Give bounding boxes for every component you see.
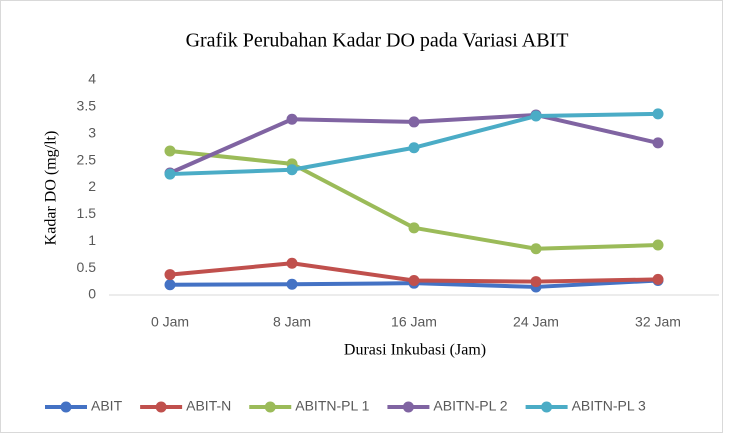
x-tick-label: 0 Jam: [151, 314, 189, 330]
y-tick-label: 3.5: [77, 98, 97, 114]
data-point: [408, 142, 420, 154]
data-point: [286, 257, 298, 269]
legend-label: ABITN-PL 2: [433, 398, 507, 414]
x-tick-label: 16 Jam: [391, 314, 437, 330]
x-tick-label: 8 Jam: [273, 314, 311, 330]
y-tick-label: 0: [88, 286, 96, 302]
y-tick-label: 3: [88, 124, 96, 140]
data-point: [164, 145, 176, 157]
y-tick-label: 0.5: [77, 259, 97, 275]
data-point: [286, 278, 298, 290]
legend-marker: [402, 401, 414, 413]
data-point: [286, 164, 298, 176]
data-point: [164, 279, 176, 291]
data-point: [530, 110, 542, 122]
data-point: [652, 108, 664, 120]
data-point: [408, 222, 420, 234]
x-tick-label: 32 Jam: [635, 314, 681, 330]
y-tick-label: 2.5: [77, 151, 97, 167]
data-point: [408, 116, 420, 128]
y-tick-label: 1.5: [77, 205, 97, 221]
y-tick-label: 1: [88, 232, 96, 248]
data-point: [530, 243, 542, 255]
legend-label: ABITN-PL 1: [295, 398, 369, 414]
y-tick-label: 4: [88, 71, 96, 87]
data-point: [652, 137, 664, 149]
legend-marker: [264, 401, 276, 413]
legend-marker: [155, 401, 167, 413]
legend-marker: [60, 401, 72, 413]
data-point: [408, 274, 420, 286]
data-point: [652, 239, 664, 251]
x-axis-label: Durasi Inkubasi (Jam): [344, 342, 486, 359]
legend-label: ABIT-N: [186, 398, 231, 414]
data-point: [530, 276, 542, 288]
legend-label: ABIT: [91, 398, 123, 414]
data-point: [164, 269, 176, 281]
y-tick-label: 2: [88, 178, 96, 194]
legend-marker: [541, 401, 553, 413]
data-point: [286, 113, 298, 125]
data-point: [652, 273, 664, 285]
chart-title: Grafik Perubahan Kadar DO pada Variasi A…: [186, 30, 569, 52]
x-tick-label: 24 Jam: [513, 314, 559, 330]
y-axis-label: Kadar DO (mg/lt): [43, 131, 60, 246]
data-point: [164, 168, 176, 180]
legend-label: ABITN-PL 3: [572, 398, 646, 414]
